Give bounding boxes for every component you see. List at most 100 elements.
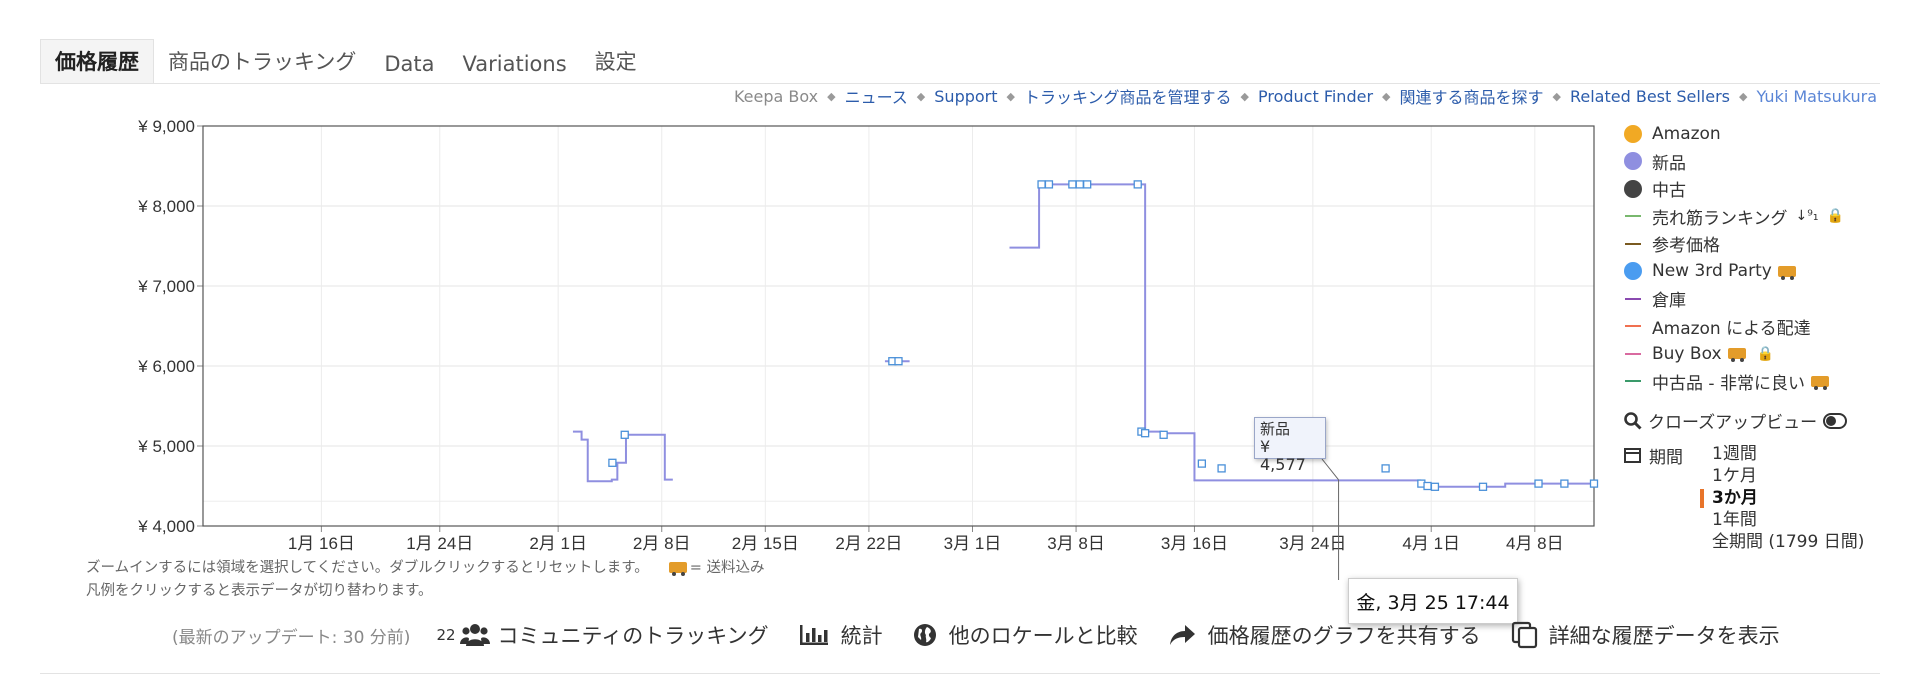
- x-tick-label: 3月 1日: [944, 534, 1002, 553]
- tab-settings[interactable]: 設定: [594, 50, 637, 74]
- separator-icon: ◆: [1552, 89, 1561, 103]
- legend-label: 倉庫: [1652, 291, 1686, 312]
- x-tick-label: 1月 24日: [406, 534, 473, 553]
- data-point: [620, 430, 629, 439]
- legend-label: 中古品 - 非常に良い: [1652, 373, 1805, 394]
- x-tick-label: 3月 8日: [1047, 534, 1105, 553]
- legend-hint: 凡例をクリックすると表示データが切り替わります。: [86, 583, 433, 599]
- tooltip-connector: [1321, 458, 1339, 481]
- truck-icon: [1727, 348, 1746, 363]
- search-icon: [1624, 411, 1642, 430]
- legend-item-amazon[interactable]: Amazon: [1624, 120, 1844, 148]
- y-tick-label: ¥ 7,000: [137, 277, 195, 296]
- news-link[interactable]: ニュース: [844, 88, 908, 107]
- x-tick-label: 4月 1日: [1402, 534, 1460, 553]
- footer-toolbar: (最新のアップデート: 30 分前) 22 コミュニティのトラッキング 統計 他…: [172, 620, 1810, 650]
- data-point: [1197, 459, 1207, 468]
- zoom-hint-text: ズームインするには領域を選択してください。ダブルクリックするとリセットします。: [86, 560, 649, 576]
- legend-item-new-3rd-party[interactable]: New 3rd Party: [1624, 258, 1844, 286]
- tooltip-series: 新品: [1260, 420, 1291, 438]
- separator-icon: ◆: [827, 89, 836, 103]
- data-point: [1075, 180, 1084, 189]
- period-1-year[interactable]: 1年間: [1712, 510, 1757, 530]
- globe-icon: [913, 624, 936, 646]
- data-point: [1381, 464, 1390, 473]
- legend-item-used-very-good[interactable]: 中古品 - 非常に良い: [1624, 368, 1844, 396]
- legend-item-list-price[interactable]: 参考価格: [1624, 230, 1844, 258]
- share-graph-button[interactable]: 価格履歴のグラフを共有する: [1168, 620, 1481, 650]
- community-label: コミュニティのトラッキング: [497, 624, 769, 648]
- compare-locales-button[interactable]: 他のロケールと比較: [913, 620, 1138, 650]
- tab-tracking[interactable]: 商品のトラッキング: [168, 50, 357, 74]
- copy-icon: [1511, 621, 1537, 649]
- tab-data[interactable]: Data: [384, 52, 435, 76]
- legend-item-sales-rank[interactable]: 売れ筋ランキング ↓⁹₁ 🔒: [1624, 203, 1844, 231]
- x-tick-label: 2月 15日: [732, 534, 799, 553]
- period-options: 1週間 1ケ月 3か月 1年間 全期間 (1799 日間): [1699, 443, 1865, 553]
- legend-marker: [1624, 262, 1642, 281]
- separator-icon: ◆: [1240, 89, 1249, 103]
- legend-label: 中古: [1652, 181, 1686, 202]
- period-3-months[interactable]: 3か月: [1699, 487, 1864, 509]
- separator-icon: ◆: [916, 89, 926, 103]
- keepa-box-link[interactable]: Keepa Box: [733, 86, 819, 106]
- calendar-icon: [1624, 448, 1641, 463]
- details-label: 詳細な履歴データを表示: [1548, 624, 1780, 648]
- zoom-hint: ズームインするには領域を選択してください。ダブルクリックするとリセットします。 =…: [86, 556, 765, 577]
- chart-legend: Amazon 新品 中古 売れ筋ランキング ↓⁹₁ 🔒 参考価格 New 3rd P…: [1624, 120, 1844, 395]
- period-1-week[interactable]: 1週間: [1712, 444, 1757, 464]
- closeup-view-toggle[interactable]: クローズアップビュー: [1624, 408, 1848, 433]
- support-link[interactable]: Support: [934, 86, 998, 106]
- legend-marker: [1624, 152, 1642, 171]
- statistics-button[interactable]: 統計: [799, 620, 883, 650]
- legend-label: 新品: [1652, 153, 1686, 174]
- truck-icon: [1777, 265, 1796, 280]
- manage-tracking-link[interactable]: トラッキング商品を管理する: [1023, 88, 1232, 107]
- related-best-sellers-link[interactable]: Related Best Sellers: [1569, 86, 1730, 106]
- data-point: [1159, 430, 1168, 439]
- data-point: [1534, 479, 1543, 488]
- legend-label: Amazon: [1652, 123, 1721, 144]
- data-tooltip: 新品 ¥ 4,577: [1254, 417, 1326, 474]
- x-tick-label: 4月 8日: [1506, 534, 1564, 553]
- period-label-text: 期間: [1649, 448, 1683, 468]
- data-point: [1423, 481, 1432, 491]
- series-line-new: [572, 430, 673, 483]
- x-axis-tooltip: 金, 3月 25 17:44: [1348, 578, 1518, 624]
- user-link[interactable]: Yuki Matsukura: [1756, 86, 1877, 106]
- legend-item-used[interactable]: 中古: [1624, 175, 1844, 203]
- compare-label: 他のロケールと比較: [948, 624, 1138, 648]
- separator-icon: ◆: [1739, 89, 1748, 103]
- header-links: Keepa Box ◆ ニュース ◆ Support ◆ トラッキング商品を管理…: [734, 84, 1877, 108]
- tab-price-history[interactable]: 価格履歴: [40, 39, 154, 84]
- toggle-icon[interactable]: [1823, 412, 1848, 429]
- legend-label: Amazon による配達: [1652, 318, 1811, 339]
- last-update: (最新のアップデート: 30 分前): [172, 627, 411, 648]
- legend-item-new[interactable]: 新品: [1624, 148, 1844, 176]
- legend-item-fba[interactable]: Amazon による配達: [1624, 313, 1844, 341]
- truck-icon: [668, 562, 687, 576]
- shipping-hint: = 送料込み: [689, 560, 765, 576]
- sort-icon: ↓⁹₁: [1795, 208, 1819, 225]
- data-point: [1044, 180, 1054, 189]
- y-tick-label: ¥ 6,000: [137, 357, 195, 376]
- legend-item-buy-box[interactable]: Buy Box 🔒: [1624, 340, 1844, 368]
- community-tracking-button[interactable]: 22 コミュニティのトラッキング: [436, 620, 769, 650]
- period-1-month[interactable]: 1ケ月: [1712, 466, 1757, 486]
- legend-label: Buy Box: [1652, 343, 1722, 364]
- legend-marker: [1625, 380, 1641, 383]
- legend-item-warehouse[interactable]: 倉庫: [1624, 285, 1844, 313]
- statistics-label: 統計: [840, 624, 883, 648]
- related-products-link[interactable]: 関連する商品を探す: [1399, 88, 1544, 107]
- closeup-label: クローズアップビュー: [1648, 413, 1818, 433]
- product-finder-link[interactable]: Product Finder: [1257, 86, 1374, 106]
- x-tick-label: 2月 8日: [633, 534, 691, 553]
- tab-variations[interactable]: Variations: [462, 52, 567, 76]
- y-tick-label: ¥ 4,000: [137, 517, 195, 536]
- data-point: [1083, 180, 1092, 189]
- data-point: [1037, 180, 1046, 189]
- data-point: [1217, 464, 1226, 473]
- period-all[interactable]: 全期間 (1799 日間): [1712, 532, 1865, 552]
- detailed-history-button[interactable]: 詳細な履歴データを表示: [1511, 620, 1780, 650]
